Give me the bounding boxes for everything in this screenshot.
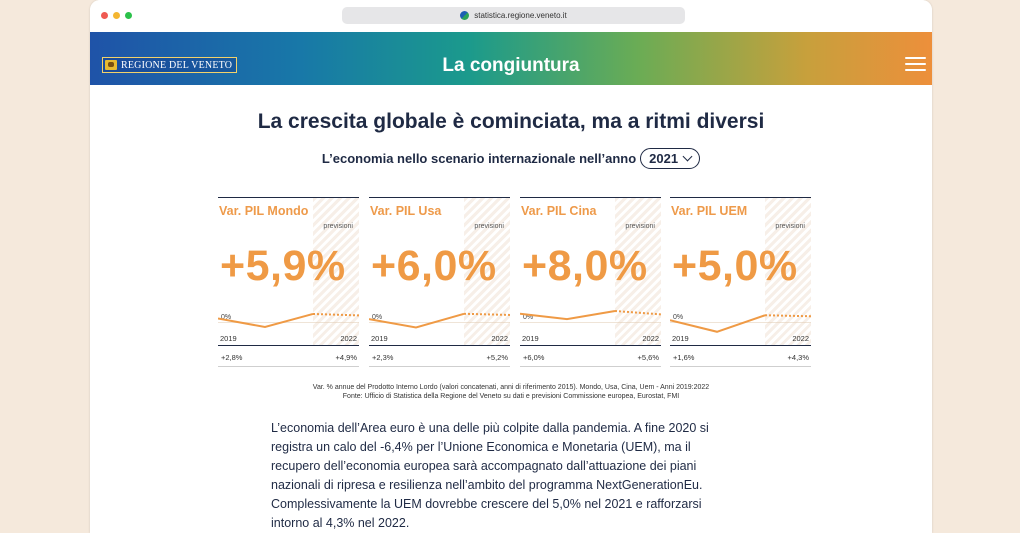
value-start-label: +2,8% xyxy=(221,353,243,362)
chart-axis xyxy=(520,345,661,346)
site-favicon-icon xyxy=(460,11,470,20)
logo-text: REGIONE DEL VENETO xyxy=(121,59,233,71)
zero-label: 0% xyxy=(673,314,684,321)
forecast-hatch xyxy=(615,198,661,346)
gdp-value: +5,9% xyxy=(220,242,346,290)
gdp-card: Var. PIL Usa previsioni +6,0% 0% 2019 2022 +2,… xyxy=(369,197,510,368)
card-label: Var. PIL UEM xyxy=(671,204,748,218)
site-header: REGIONE DEL VENETO La congiuntura xyxy=(90,32,932,85)
body-paragraph: L’economia dell’Area euro è una delle pi… xyxy=(271,421,709,530)
page-title: La crescita globale è cominciata, ma a r… xyxy=(257,110,765,133)
maximize-window-icon[interactable] xyxy=(125,12,132,19)
year-end-label: 2022 xyxy=(792,334,809,343)
value-start-label: +2,3% xyxy=(372,353,394,362)
chart-notes: Var. % annue del Prodotto Interno Lordo … xyxy=(90,383,932,401)
value-end-label: +4,9% xyxy=(335,353,357,362)
sparkline-forecast xyxy=(764,314,811,318)
gdp-sparkline xyxy=(218,312,359,329)
card-divider xyxy=(369,366,510,367)
year-start-label: 2019 xyxy=(522,334,539,343)
year-end-label: 2022 xyxy=(642,334,659,343)
gdp-value: +8,0% xyxy=(522,242,648,290)
card-label: Var. PIL Cina xyxy=(521,204,597,218)
year-start-label: 2019 xyxy=(672,334,689,343)
card-label: Var. PIL Mondo xyxy=(219,204,309,218)
browser-chrome: statistica.regione.veneto.it xyxy=(90,0,932,32)
regione-veneto-logo[interactable]: REGIONE DEL VENETO xyxy=(102,57,238,73)
chevron-down-icon xyxy=(682,151,693,162)
gdp-sparkline xyxy=(520,310,661,323)
forecast-hatch xyxy=(464,198,510,346)
sparkline-forecast xyxy=(463,312,510,316)
year-select[interactable]: 2021 xyxy=(640,148,701,169)
year-end-label: 2022 xyxy=(340,334,357,343)
subtitle-text: L’economia nello scenario internazionale… xyxy=(321,151,637,166)
sparkline-actual xyxy=(218,312,314,329)
value-end-label: +5,2% xyxy=(486,353,508,362)
value-start-label: +6,0% xyxy=(523,353,545,362)
year-start-label: 2019 xyxy=(220,334,237,343)
year-select-value: 2021 xyxy=(649,151,679,166)
close-window-icon[interactable] xyxy=(101,12,108,19)
forecast-hatch xyxy=(313,198,359,346)
forecast-label: previsioni xyxy=(775,223,805,230)
gdp-value: +5,0% xyxy=(672,242,798,290)
chart-axis xyxy=(369,345,510,346)
sparkline-actual xyxy=(670,314,766,333)
value-end-label: +5,6% xyxy=(637,353,659,362)
hamburger-menu-icon[interactable] xyxy=(905,57,926,72)
gdp-sparkline xyxy=(670,314,811,333)
forecast-label: previsioni xyxy=(625,223,655,230)
gdp-card: Var. PIL Cina previsioni +8,0% 0% 2019 2022 +6… xyxy=(520,197,661,368)
forecast-label: previsioni xyxy=(323,223,353,230)
card-divider xyxy=(218,366,359,367)
scenario-subtitle: L’economia nello scenario internazionale… xyxy=(90,148,932,169)
gdp-cards: Var. PIL Mondo previsioni +5,9% 0% 2019 2022 +… xyxy=(218,197,811,367)
header-title: La congiuntura xyxy=(442,55,580,76)
zero-label: 0% xyxy=(372,314,383,321)
sparkline-actual xyxy=(369,312,465,329)
forecast-label: previsioni xyxy=(474,223,504,230)
sparkline-actual xyxy=(520,310,616,321)
notes-source: Fonte: Ufficio di Statistica della Regio… xyxy=(342,393,680,400)
gdp-card: Var. PIL Mondo previsioni +5,9% 0% 2019 2022 +… xyxy=(218,197,359,368)
year-end-label: 2022 xyxy=(491,334,508,343)
gdp-card: Var. PIL UEM previsioni +5,0% 0% 2019 2022 +1,… xyxy=(670,197,811,368)
chart-axis xyxy=(218,345,359,346)
gdp-value: +6,0% xyxy=(371,242,497,290)
card-divider xyxy=(670,366,811,367)
forecast-hatch xyxy=(765,198,811,346)
address-bar-url: statistica.regione.veneto.it xyxy=(474,11,567,20)
lion-of-saint-mark-icon xyxy=(105,60,117,70)
gdp-sparkline xyxy=(369,312,510,329)
card-divider xyxy=(520,366,661,367)
browser-window: statistica.regione.veneto.it REGIONE DEL… xyxy=(90,0,932,533)
year-start-label: 2019 xyxy=(371,334,388,343)
card-label: Var. PIL Usa xyxy=(370,204,442,218)
notes-line-1: Var. % annue del Prodotto Interno Lordo … xyxy=(312,384,710,391)
chart-axis xyxy=(670,345,811,346)
sparkline-forecast xyxy=(614,310,661,316)
minimize-window-icon[interactable] xyxy=(113,12,120,19)
value-end-label: +4,3% xyxy=(787,353,809,362)
sparkline-forecast xyxy=(312,312,359,317)
value-start-label: +1,6% xyxy=(673,353,695,362)
main-content: La crescita globale è cominciata, ma a r… xyxy=(90,85,932,530)
zero-label: 0% xyxy=(523,314,534,321)
address-bar[interactable]: statistica.regione.veneto.it xyxy=(342,7,685,24)
zero-label: 0% xyxy=(221,314,232,321)
